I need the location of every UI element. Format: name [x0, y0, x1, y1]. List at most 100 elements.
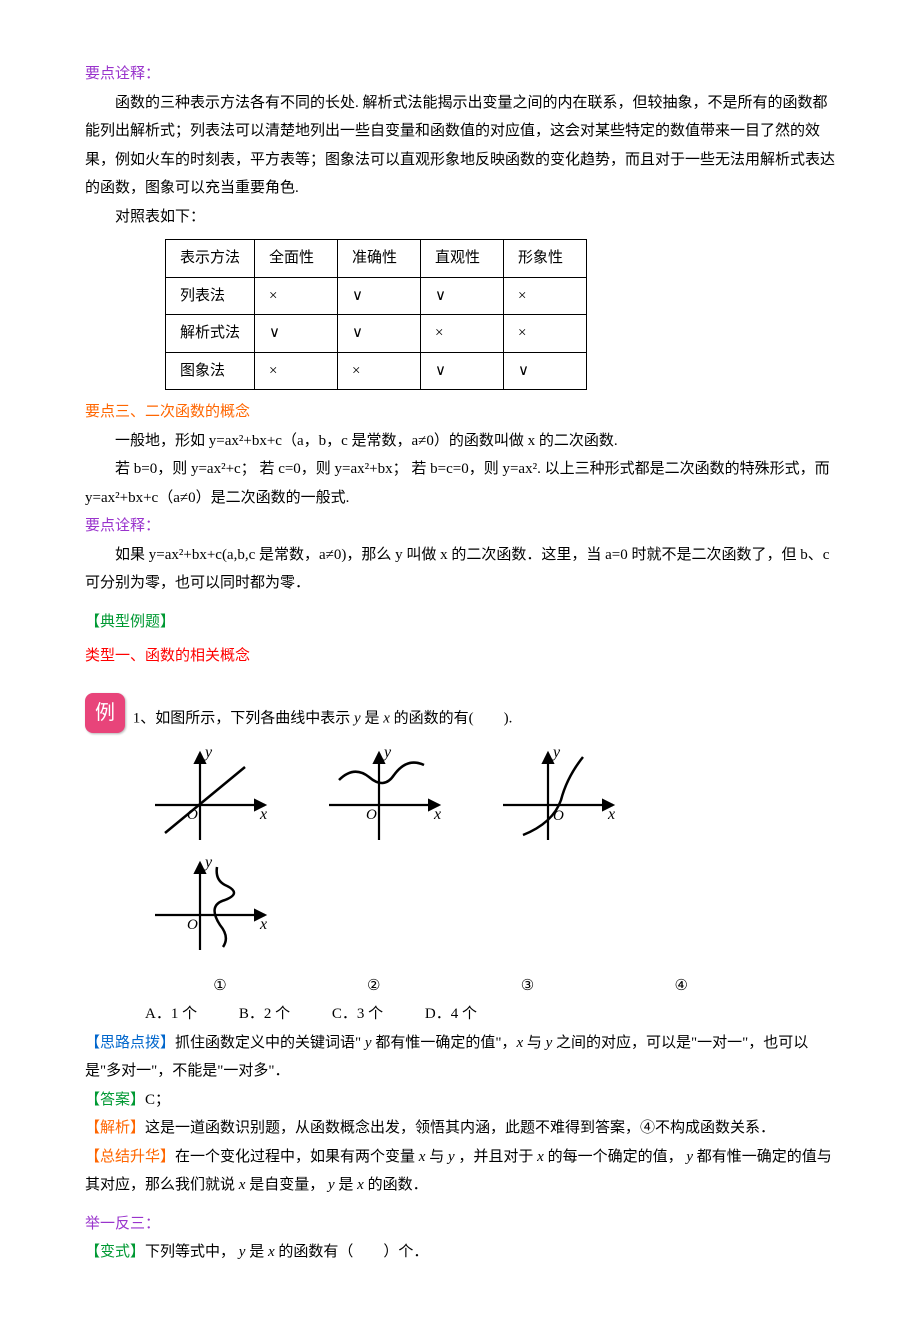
question-text: 1、如图所示，下列各曲线中表示: [133, 710, 354, 726]
paragraph: 一般地，形如 y=ax²+bx+c（a，b，c 是常数，a≠0）的函数叫做 x …: [85, 427, 835, 456]
paragraph: 函数的三种表示方法各有不同的长处. 解析式法能揭示出变量之间的内在联系，但较抽象…: [85, 89, 835, 203]
heading-examples: 【典型例题】: [85, 608, 835, 637]
table-cell: ∨: [338, 315, 421, 353]
summary-label: 【总结升华】: [85, 1149, 175, 1165]
example-block: 例 1、如图所示，下列各曲线中表示 y 是 x 的函数的有( ).: [85, 693, 835, 733]
heading-type1: 类型一、函数的相关概念: [85, 642, 835, 671]
summary-text: 与: [425, 1149, 448, 1165]
summary-text: ，并且对于: [455, 1149, 538, 1165]
hint-line: 【思路点拨】抓住函数定义中的关键词语" y 都有惟一确定的值"，x 与 y 之间…: [85, 1029, 835, 1086]
table-header: 准确性: [338, 240, 421, 278]
comparison-table: 表示方法 全面性 准确性 直观性 形象性 列表法 × ∨ ∨ × 解析式法 ∨ …: [165, 239, 587, 390]
svg-text:x: x: [259, 806, 267, 823]
variable: x: [383, 710, 390, 726]
table-row: 列表法 × ∨ ∨ ×: [166, 277, 587, 315]
svg-text:x: x: [607, 806, 615, 823]
table-header: 直观性: [421, 240, 504, 278]
svg-text:x: x: [433, 806, 441, 823]
circled-label: ③: [453, 972, 603, 1001]
table-cell: ×: [421, 315, 504, 353]
graph-labels: ① ② ③ ④: [145, 972, 835, 1001]
question-text: 是: [361, 710, 384, 726]
table-cell: ∨: [421, 352, 504, 390]
example-badge-icon: 例: [85, 693, 125, 733]
variable: y: [365, 1035, 372, 1051]
table-header: 表示方法: [166, 240, 255, 278]
graph-1: y O x: [145, 745, 275, 845]
variable: y: [686, 1149, 693, 1165]
variable: x: [537, 1149, 544, 1165]
hint-text: 抓住函数定义中的关键词语": [175, 1035, 365, 1051]
heading-explain: 要点诠释：: [85, 512, 835, 541]
svg-text:y: y: [203, 745, 213, 761]
answer-line: 【答案】C；: [85, 1086, 835, 1115]
variable: y: [328, 1177, 335, 1193]
table-cell: 图象法: [166, 352, 255, 390]
summary-text: 的每一个确定的值，: [544, 1149, 687, 1165]
graph-2: y O x: [319, 745, 449, 845]
paragraph: 对照表如下：: [85, 203, 835, 232]
hint-text: 与: [523, 1035, 546, 1051]
variable: y: [354, 710, 361, 726]
table-row: 图象法 × × ∨ ∨: [166, 352, 587, 390]
hint-label: 【思路点拨】: [85, 1035, 175, 1051]
graph-row: y O x y O x y O x y O x: [145, 745, 835, 966]
svg-text:O: O: [366, 807, 377, 823]
choice-d: D．4 个: [425, 1006, 477, 1022]
summary-text: 在一个变化过程中，如果有两个变量: [175, 1149, 419, 1165]
hint-text: 都有惟一确定的值"，: [372, 1035, 517, 1051]
circled-label: ②: [299, 972, 449, 1001]
svg-text:O: O: [187, 917, 198, 933]
svg-text:y: y: [382, 745, 392, 761]
circled-label: ④: [606, 972, 756, 1001]
choice-a: A．1 个: [145, 1006, 197, 1022]
summary-text: 是自变量，: [245, 1177, 328, 1193]
variant-text: 的函数有（ ）个．: [275, 1244, 429, 1260]
summary-line: 【总结升华】在一个变化过程中，如果有两个变量 x 与 y ，并且对于 x 的每一…: [85, 1143, 835, 1200]
table-row: 表示方法 全面性 准确性 直观性 形象性: [166, 240, 587, 278]
analysis-text: 这是一道函数识别题，从函数概念出发，领悟其内涵，此题不难得到答案，④不构成函数关…: [145, 1120, 775, 1136]
table-cell: ∨: [421, 277, 504, 315]
choice-b: B．2 个: [239, 1006, 290, 1022]
paragraph: 若 b=0，则 y=ax²+c； 若 c=0，则 y=ax²+bx； 若 b=c…: [85, 455, 835, 512]
variant-text: 是: [245, 1244, 268, 1260]
svg-text:y: y: [551, 745, 561, 761]
answer-text: C；: [145, 1092, 170, 1108]
analysis-line: 【解析】这是一道函数识别题，从函数概念出发，领悟其内涵，此题不难得到答案，④不构…: [85, 1114, 835, 1143]
table-cell: ∨: [255, 315, 338, 353]
paragraph: 如果 y=ax²+bx+c(a,b,c 是常数，a≠0)，那么 y 叫做 x 的…: [85, 541, 835, 598]
variant-label: 【变式】: [85, 1244, 145, 1260]
svg-text:x: x: [259, 916, 267, 933]
table-row: 解析式法 ∨ ∨ × ×: [166, 315, 587, 353]
table-header: 形象性: [504, 240, 587, 278]
table-cell: ×: [255, 352, 338, 390]
variant-line: 【变式】下列等式中， y 是 x 的函数有（ ）个．: [85, 1238, 835, 1267]
analysis-label: 【解析】: [85, 1120, 145, 1136]
heading-point3: 要点三、二次函数的概念: [85, 398, 835, 427]
table-cell: ∨: [504, 352, 587, 390]
heading-more: 举一反三：: [85, 1210, 835, 1239]
choice-c: C．3 个: [332, 1006, 383, 1022]
table-cell: ×: [504, 315, 587, 353]
answer-label: 【答案】: [85, 1092, 145, 1108]
graph-3: y O x: [493, 745, 623, 845]
question-text: 的函数的有( ).: [390, 710, 513, 726]
table-cell: 列表法: [166, 277, 255, 315]
variable: x: [268, 1244, 275, 1260]
variant-text: 下列等式中，: [145, 1244, 239, 1260]
table-header: 全面性: [255, 240, 338, 278]
graph-4: y O x: [145, 855, 275, 955]
variable: y: [448, 1149, 455, 1165]
summary-text: 是: [335, 1177, 358, 1193]
table-cell: 解析式法: [166, 315, 255, 353]
table-cell: ×: [504, 277, 587, 315]
circled-label: ①: [145, 972, 295, 1001]
summary-text: 的函数．: [364, 1177, 428, 1193]
table-cell: ∨: [338, 277, 421, 315]
svg-text:y: y: [203, 855, 213, 871]
table-cell: ×: [255, 277, 338, 315]
heading-explain: 要点诠释：: [85, 60, 835, 89]
table-cell: ×: [338, 352, 421, 390]
variable: x: [357, 1177, 364, 1193]
choice-row: A．1 个 B．2 个 C．3 个 D．4 个: [145, 1000, 835, 1029]
